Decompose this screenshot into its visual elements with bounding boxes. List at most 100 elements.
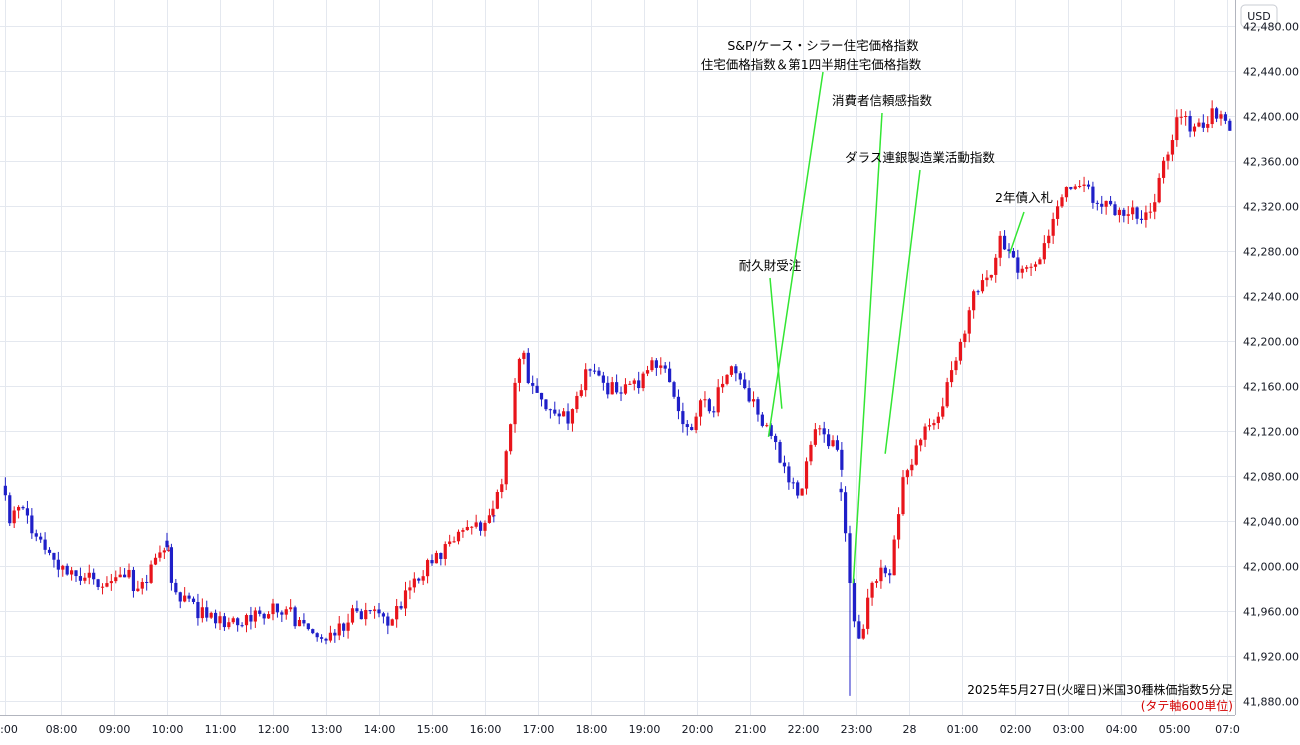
candle-body — [74, 570, 78, 577]
candle-body — [619, 392, 623, 394]
candle-body — [1153, 202, 1157, 212]
candle-body — [562, 411, 566, 417]
candle-body — [774, 435, 778, 443]
candle-body — [1184, 116, 1188, 118]
candle-body — [1069, 186, 1073, 189]
candle-body — [1166, 154, 1170, 161]
candle-body — [386, 616, 390, 626]
candle-body — [963, 333, 967, 342]
candle-body — [747, 388, 751, 402]
y-tick-label: 42,480.00 — [1243, 21, 1299, 34]
candle-body — [566, 411, 570, 424]
x-tick-label: 22:00 — [788, 723, 820, 736]
candle-body — [526, 352, 530, 383]
candle-body — [879, 567, 883, 582]
annotation-line — [1008, 211, 1025, 254]
candle-body — [368, 610, 372, 612]
candle-body — [857, 621, 861, 639]
currency-badge[interactable] — [1240, 4, 1278, 28]
candle-body — [1007, 249, 1011, 252]
candle-body — [791, 482, 795, 484]
candle-body — [8, 495, 12, 524]
candle-body — [672, 382, 676, 397]
candlestick-series — [3, 100, 1232, 696]
candle-body — [1117, 209, 1122, 216]
candle-body — [743, 379, 747, 389]
candle-body — [271, 603, 275, 615]
candle-body — [187, 595, 191, 599]
x-tick-label: 19:00 — [629, 723, 661, 736]
candle-body — [517, 358, 522, 383]
candle-body — [275, 603, 280, 613]
candle-body — [377, 609, 381, 614]
x-tick-label: 11:00 — [205, 723, 237, 736]
candle-body — [548, 409, 552, 411]
candle-body — [1223, 114, 1228, 121]
y-tick-label: 42,400.00 — [1243, 111, 1299, 124]
y-tick-label: 42,080.00 — [1243, 471, 1299, 484]
candle-body — [324, 638, 328, 641]
candle-body — [61, 565, 65, 570]
candle-body — [972, 291, 976, 311]
candle-body — [756, 399, 760, 415]
candle-body — [52, 552, 56, 560]
candle-body — [1197, 122, 1201, 127]
candle-body — [491, 508, 495, 516]
candle-body — [870, 582, 874, 598]
y-tick-label: 42,440.00 — [1243, 66, 1299, 79]
candle-body — [297, 619, 302, 627]
candle-body — [839, 488, 843, 493]
candle-body — [328, 632, 333, 641]
candle-body — [557, 413, 561, 417]
candle-body — [452, 541, 456, 543]
candle-body — [227, 622, 231, 628]
candle-body — [570, 409, 575, 424]
candle-body — [183, 595, 187, 602]
currency-label[interactable]: USD — [1247, 10, 1271, 23]
y-tick-label: 42,320.00 — [1243, 201, 1299, 214]
candle-body — [253, 610, 257, 622]
candle-body — [395, 606, 399, 620]
candle-body — [597, 370, 601, 376]
candle-body — [787, 466, 791, 483]
candle-body — [840, 449, 844, 470]
candle-body — [1219, 114, 1223, 119]
candle-body — [478, 522, 483, 531]
candle-body — [945, 382, 949, 407]
candle-body — [927, 425, 932, 427]
chart-caption-note: (タテ軸600単位) — [1141, 698, 1233, 713]
candle-body — [782, 462, 787, 467]
candle-body — [1108, 200, 1113, 205]
candle-body — [337, 623, 341, 636]
candle-body — [1228, 120, 1232, 131]
candle-body — [34, 533, 38, 537]
x-tick-label: 07:0 — [1215, 723, 1240, 736]
candle-body — [831, 440, 835, 447]
candle-body — [539, 392, 544, 400]
candle-body — [315, 633, 319, 638]
y-tick-label: 42,360.00 — [1243, 156, 1299, 169]
candle-body — [158, 552, 162, 558]
candle-body — [191, 598, 196, 602]
candle-body — [43, 539, 47, 550]
candle-body — [153, 557, 158, 565]
candle-body — [818, 428, 822, 430]
candle-body — [751, 399, 756, 402]
candle-body — [1033, 264, 1038, 267]
candle-body — [258, 610, 262, 614]
candle-body — [681, 411, 685, 425]
candle-body — [861, 628, 865, 639]
candle-body — [399, 606, 403, 609]
candle-body — [623, 384, 628, 394]
candle-body — [610, 382, 614, 395]
candle-body — [1210, 108, 1214, 125]
candle-body — [1047, 235, 1051, 244]
y-tick-label: 42,040.00 — [1243, 516, 1299, 529]
candle-body — [495, 492, 499, 509]
candle-body — [96, 579, 100, 587]
candle-body — [293, 607, 297, 627]
x-tick-label: 01:00 — [947, 723, 979, 736]
candle-body — [659, 365, 663, 368]
candle-body — [145, 581, 149, 583]
